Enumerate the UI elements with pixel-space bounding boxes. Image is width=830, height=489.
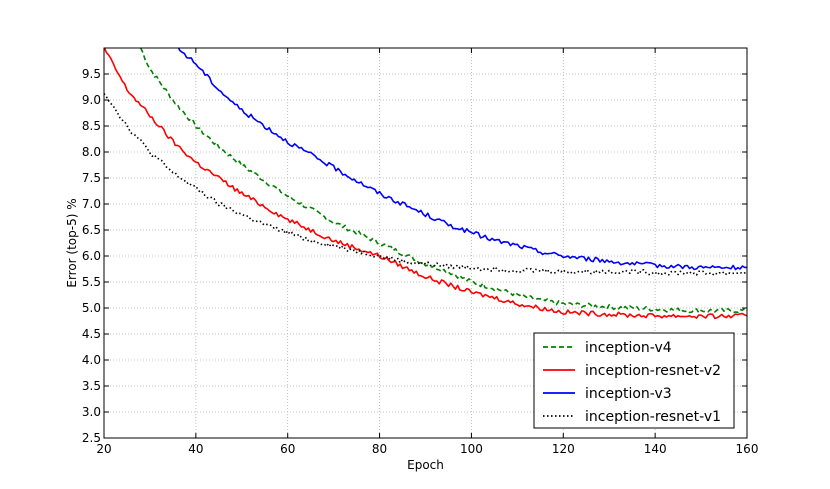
y-tick-label: 5.5 xyxy=(82,275,101,289)
y-tick-label: 8.0 xyxy=(82,145,101,159)
x-axis-title: Epoch xyxy=(407,458,444,472)
x-tick-label: 120 xyxy=(552,442,575,456)
y-tick-label: 9.5 xyxy=(82,67,101,81)
y-tick-label: 3.0 xyxy=(82,405,101,419)
legend-label-inception-v4: inception-v4 xyxy=(585,340,672,356)
x-tick-label: 60 xyxy=(280,442,295,456)
ticks: 20 40 60 80 100 120 140 160 2.5 3.0 3.5 4.0 4.5 5.0 5.… xyxy=(82,48,759,456)
x-tick-label: 140 xyxy=(644,442,667,456)
grid xyxy=(104,48,747,438)
legend-label-inception-resnet-v2: inception-resnet-v2 xyxy=(585,363,721,379)
x-tick-label: 40 xyxy=(188,442,203,456)
y-tick-label: 4.0 xyxy=(82,353,101,367)
y-tick-label: 2.5 xyxy=(82,431,101,445)
series-inception-resnet-v1-line xyxy=(104,93,747,276)
plot-frame xyxy=(103,47,748,439)
series-layer xyxy=(104,48,747,320)
x-tick-label: 100 xyxy=(460,442,483,456)
legend: inception-v4 inception-resnet-v2 inception… xyxy=(533,332,735,429)
y-tick-label: 5.0 xyxy=(82,301,101,315)
series-inception-resnet-v2-line xyxy=(104,48,747,320)
series-inception-v4-line xyxy=(139,48,747,314)
x-tick-label: 20 xyxy=(96,442,111,456)
y-tick-label: 3.5 xyxy=(82,379,101,393)
legend-label-inception-resnet-v1: inception-resnet-v1 xyxy=(585,409,721,425)
legend-frame xyxy=(533,332,735,429)
series-inception-v3-line xyxy=(177,48,747,271)
y-tick-label: 6.0 xyxy=(82,249,101,263)
y-tick-label: 7.5 xyxy=(82,171,101,185)
y-axis-title: Error (top-5) % xyxy=(65,198,79,287)
legend-label-inception-v3: inception-v3 xyxy=(585,386,672,402)
x-tick-label: 160 xyxy=(736,442,759,456)
x-tick-label: 80 xyxy=(372,442,387,456)
y-tick-label: 4.5 xyxy=(82,327,101,341)
y-tick-label: 8.5 xyxy=(82,119,101,133)
y-tick-label: 9.0 xyxy=(82,93,101,107)
y-tick-label: 7.0 xyxy=(82,197,101,211)
y-tick-label: 6.5 xyxy=(82,223,101,237)
